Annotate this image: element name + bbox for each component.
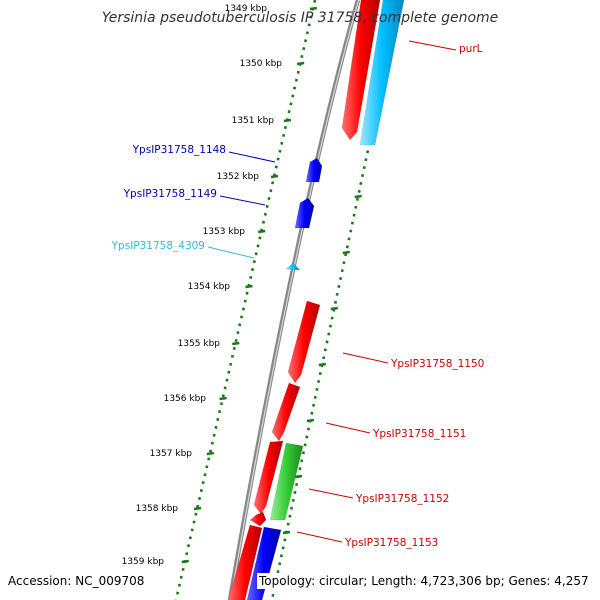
scale-tick-label: 1351 kbp [232,116,275,126]
outer-track-tick [294,474,303,479]
gene-leader-line [342,352,389,364]
scale-tick-label: 1359 kbp [122,557,165,567]
gene-1152[interactable] [269,442,304,521]
gene-label[interactable]: YpsIP31758_1149 [123,188,217,200]
gene-leader-line [228,151,276,163]
scale-tick [232,341,240,346]
gene-1152-forward[interactable] [253,440,284,515]
outer-track-tick [354,194,362,199]
gene-label[interactable]: YpsIP31758_1152 [355,493,449,505]
topology-text: Topology: circular; Length: 4,723,306 bp… [257,573,591,589]
gene-4309[interactable] [285,262,301,271]
scale-tick-label: 1353 kbp [203,227,246,237]
scale-tick [206,451,214,456]
gene-1150[interactable] [287,300,321,384]
gene-label[interactable]: YpsIP31758_1148 [132,144,226,156]
map-title: Yersinia pseudotuberculosis IP 31758, co… [101,10,499,26]
scale-tick [245,284,253,289]
scale-tick [181,559,189,564]
gene-purl-forward[interactable] [341,0,381,141]
gene-leader-line [308,488,354,499]
gene-label[interactable]: YpsIP31758_1151 [372,428,466,440]
gene-label[interactable]: YpsIP31758_4309 [111,240,205,252]
outer-track-tick [282,530,291,535]
scale-track-dots [174,0,317,600]
scale-tick-label: 1358 kbp [136,504,179,514]
gene-label[interactable]: purL [459,43,483,55]
gene-leader-line [296,531,343,543]
gene-1153[interactable] [249,511,267,527]
scale-tick-label: 1357 kbp [150,449,193,459]
scale-tick-label: 1355 kbp [178,339,221,349]
genome-backbone [227,0,361,600]
scale-tick-label: 1352 kbp [217,172,260,182]
scale-tick-label: 1354 kbp [188,282,231,292]
gene-next-forward[interactable] [227,524,263,600]
scale-tick-label: 1349 kbp [225,4,268,14]
outer-track-dots [270,0,402,600]
gene-leader-line [207,246,255,259]
accession-text: Accession: NC_009708 [6,573,147,589]
scale-tick [219,396,227,401]
gene-purl-rna[interactable] [359,0,405,146]
gene-label[interactable]: YpsIP31758_1153 [344,537,438,549]
gene-leader-line [219,195,266,206]
scale-tick [296,61,305,66]
scale-tick-label: 1350 kbp [240,59,283,69]
gene-1149[interactable] [294,197,315,229]
scale-tick-label: 1356 kbp [164,394,207,404]
genome-backbone-highlight [230,0,360,600]
gene-leader-line [408,40,457,51]
scale-tick [270,174,279,179]
gene-next-reverse[interactable] [246,526,282,600]
outer-track-tick [318,362,327,367]
gene-1151[interactable] [271,382,301,442]
outer-track-tick [306,418,315,423]
gene-label[interactable]: YpsIP31758_1150 [390,358,484,370]
gene-leader-line [325,422,371,434]
scale-tick [193,506,202,511]
scale-tick [309,6,318,11]
outer-track-tick [342,250,350,255]
scale-tick [258,229,266,234]
scale-tick [283,118,292,123]
gene-1148[interactable] [305,157,323,183]
outer-track-tick [330,306,338,311]
